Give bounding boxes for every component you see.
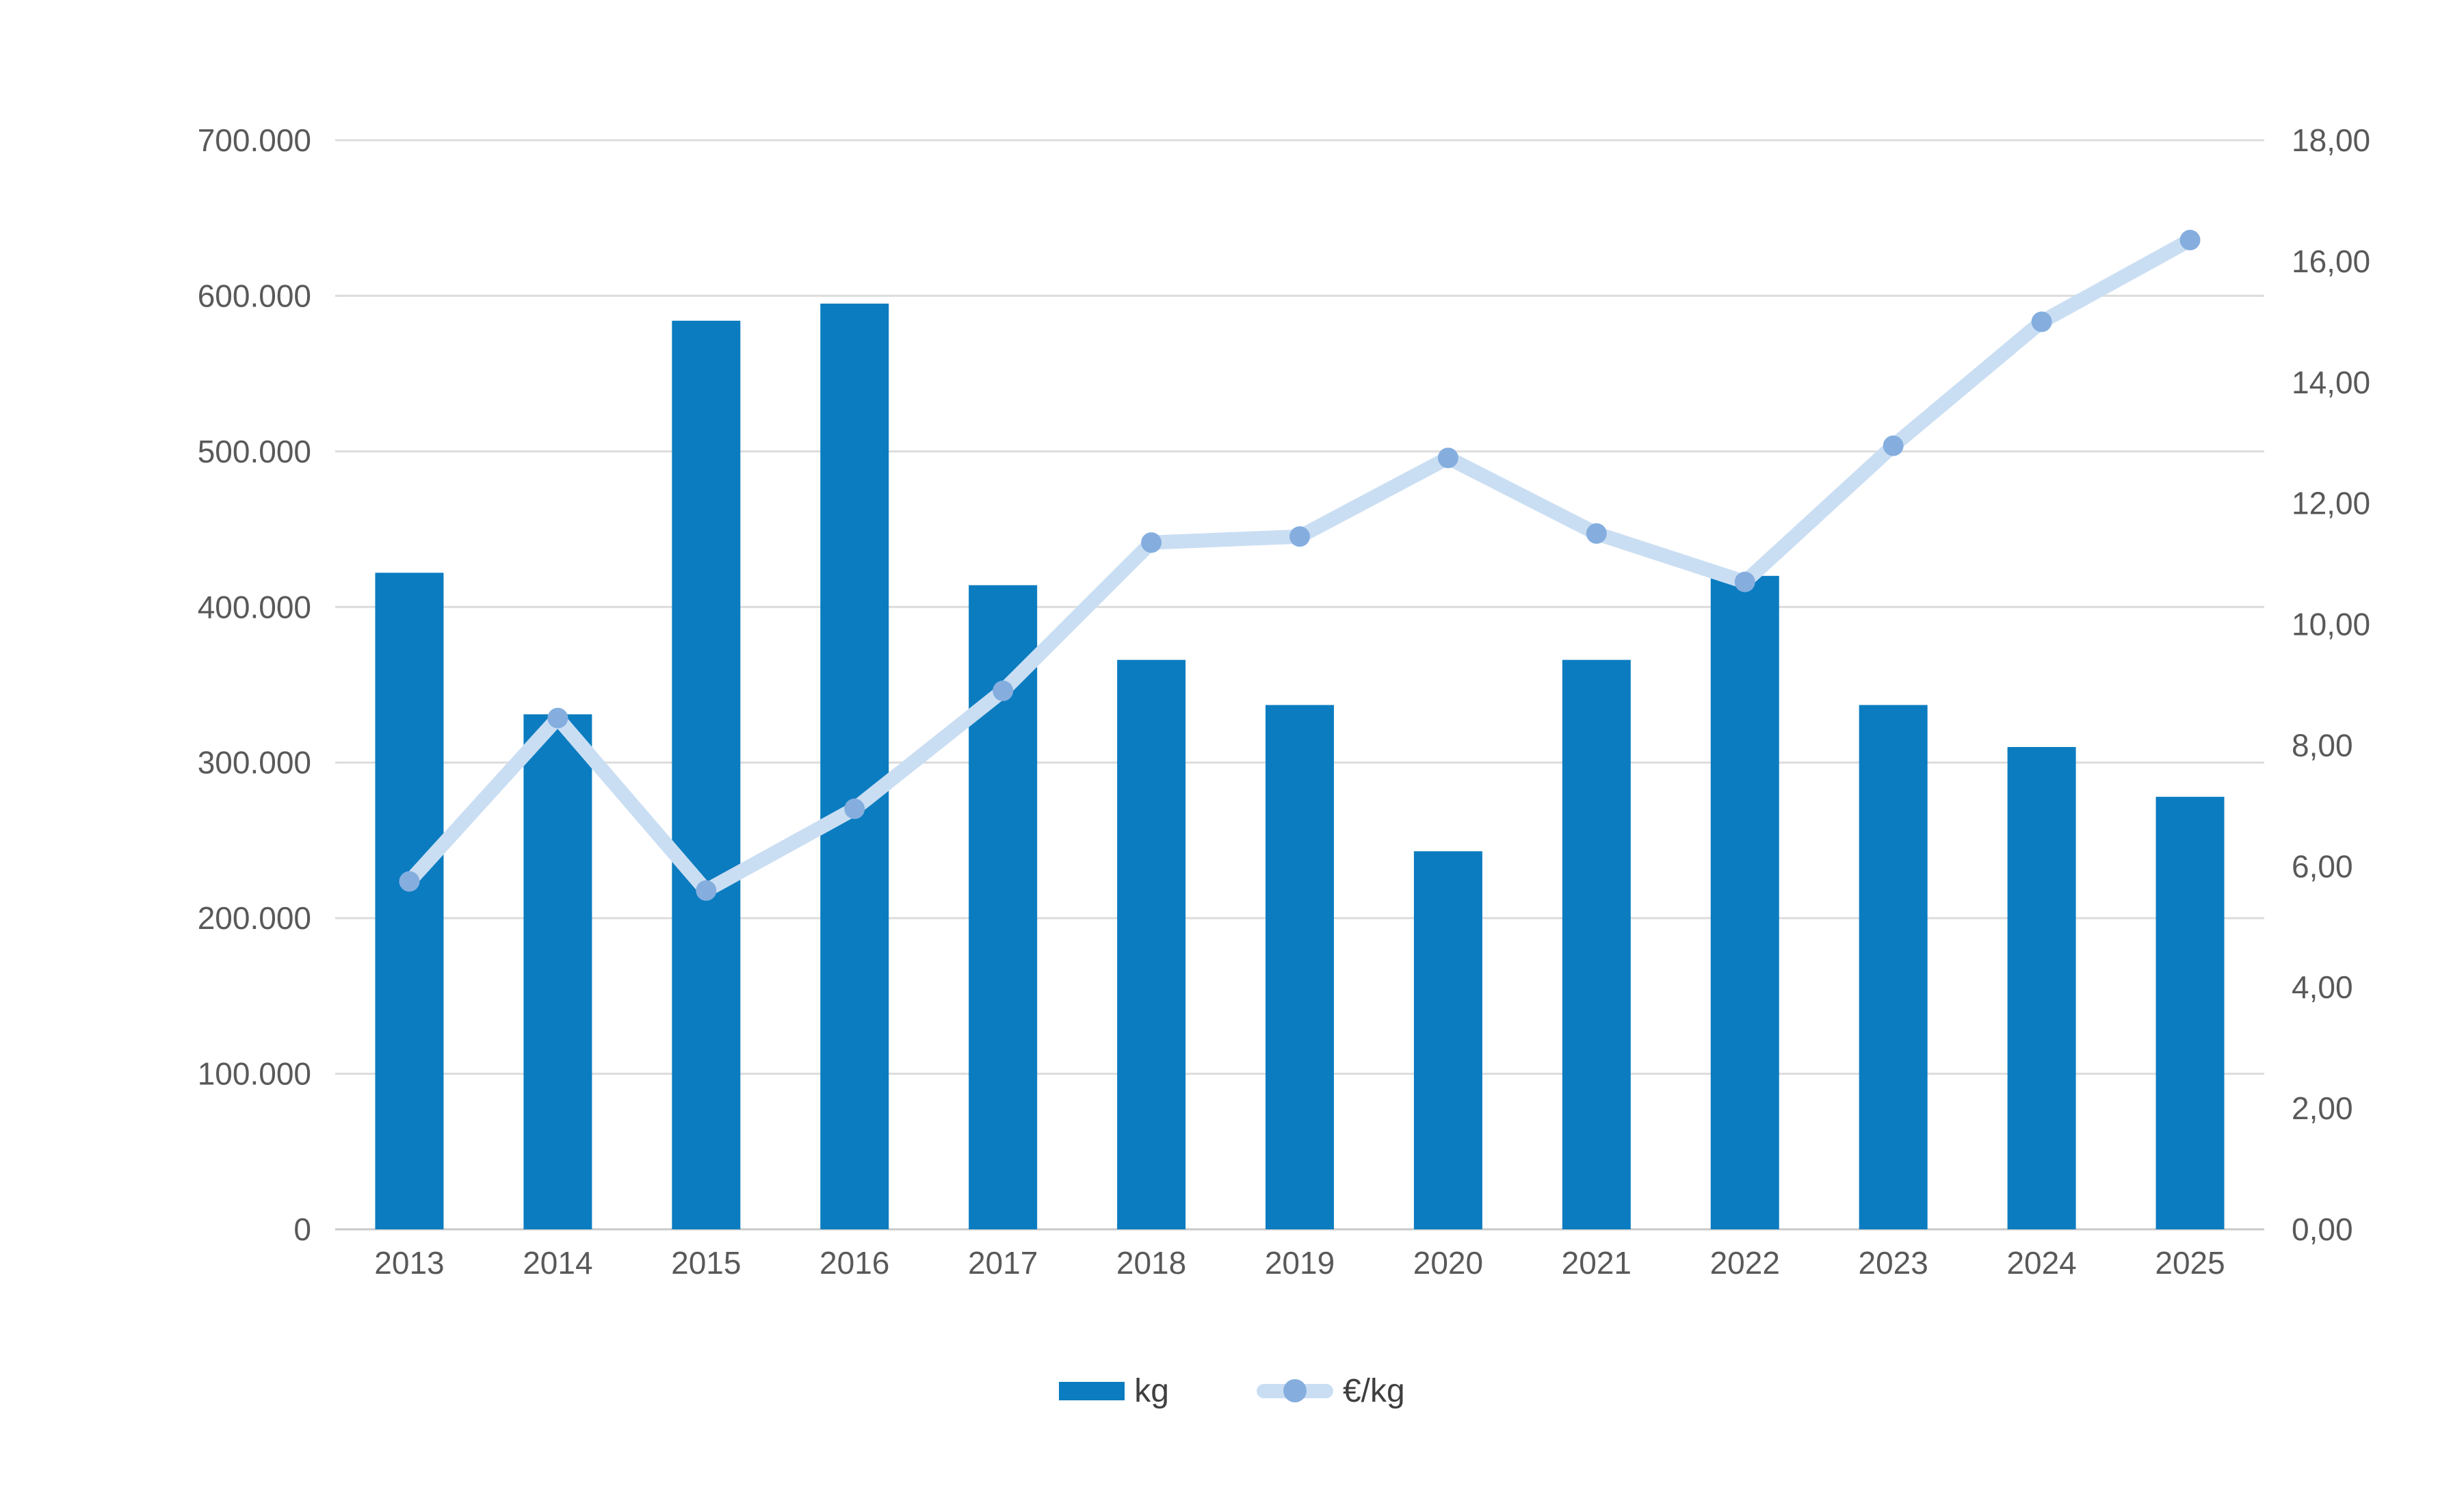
line-marker-2017 <box>993 680 1014 701</box>
right-axis-tick-label: 10,00 <box>2292 607 2370 642</box>
right-axis-tick-label: 18,00 <box>2292 122 2370 158</box>
right-axis-tick-label: 6,00 <box>2292 848 2353 884</box>
eur-per-kg-line-swatch-icon <box>1256 1379 1333 1402</box>
left-axis-tick-label: 300.000 <box>198 745 311 781</box>
x-axis-label: 2020 <box>1413 1245 1483 1281</box>
x-axis-label: 2019 <box>1265 1245 1335 1281</box>
left-axis-tick-label: 500.000 <box>198 434 311 469</box>
bar-2015 <box>672 320 741 1229</box>
line-marker-2018 <box>1141 532 1162 553</box>
legend-item-kg: kg <box>1059 1372 1169 1410</box>
line-marker-2023 <box>1883 435 1904 456</box>
x-axis-label: 2013 <box>374 1245 444 1281</box>
right-axis-tick-label: 8,00 <box>2292 727 2353 763</box>
chart-legend: kg €/kg <box>0 1360 2464 1422</box>
right-axis-tick-label: 4,00 <box>2292 969 2353 1005</box>
bar-2022 <box>1710 575 1779 1229</box>
left-axis-tick-label: 200.000 <box>198 900 311 936</box>
right-axis-tick-label: 16,00 <box>2292 244 2370 279</box>
left-axis-tick-label: 0 <box>293 1212 311 1247</box>
line-marker-2022 <box>1734 571 1755 592</box>
x-axis-label: 2025 <box>2155 1245 2225 1281</box>
right-axis-tick-label: 0,00 <box>2292 1212 2353 1247</box>
line-marker-icon <box>1283 1379 1307 1402</box>
legend-item-eur-per-kg: €/kg <box>1256 1372 1405 1410</box>
bar-2019 <box>1266 705 1334 1229</box>
line-marker-2014 <box>547 707 568 729</box>
left-axis-tick-label: 100.000 <box>198 1056 311 1092</box>
line-marker-2024 <box>2031 311 2052 332</box>
line-marker-2019 <box>1289 526 1310 547</box>
bar-2025 <box>2155 796 2225 1229</box>
bar-2023 <box>1859 705 1928 1229</box>
bar-2016 <box>820 303 889 1229</box>
x-axis-label: 2021 <box>1562 1245 1631 1281</box>
left-axis-tick-label: 600.000 <box>198 278 311 313</box>
right-axis-tick-label: 14,00 <box>2292 365 2370 400</box>
line-marker-2025 <box>2179 229 2201 250</box>
line-marker-2013 <box>399 871 420 892</box>
x-axis-label: 2022 <box>1710 1245 1780 1281</box>
legend-label-kg: kg <box>1134 1372 1169 1409</box>
x-axis-label: 2018 <box>1116 1245 1186 1281</box>
right-axis-tick-label: 2,00 <box>2292 1090 2353 1126</box>
legend-label-eur-per-kg: €/kg <box>1342 1372 1405 1409</box>
left-axis-tick-label: 700.000 <box>198 122 311 158</box>
left-axis-tick-label: 400.000 <box>198 589 311 625</box>
x-axis-label: 2024 <box>2006 1245 2076 1281</box>
bar-2021 <box>1562 659 1631 1229</box>
x-axis-label: 2014 <box>523 1245 592 1281</box>
right-axis-tick-label: 12,00 <box>2292 486 2370 521</box>
bar-2020 <box>1413 851 1482 1229</box>
line-marker-2021 <box>1586 523 1607 544</box>
bar-2014 <box>523 714 592 1229</box>
line-marker-2016 <box>844 798 865 820</box>
kg-bar-swatch-icon <box>1059 1381 1125 1400</box>
line-marker-2020 <box>1437 447 1458 469</box>
x-axis-label: 2015 <box>671 1245 741 1281</box>
x-axis-label: 2017 <box>968 1245 1038 1281</box>
bar-2018 <box>1117 659 1186 1229</box>
bar-2024 <box>2007 746 2076 1229</box>
x-axis-label: 2023 <box>1859 1245 1928 1281</box>
line-marker-2015 <box>696 880 717 901</box>
bar-2013 <box>375 573 444 1229</box>
x-axis-label: 2016 <box>820 1245 889 1281</box>
